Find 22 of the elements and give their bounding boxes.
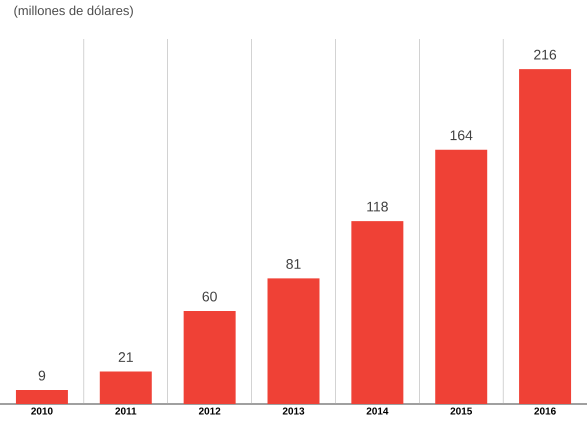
bar [100, 371, 152, 404]
x-tick-label: 2011 [115, 408, 136, 415]
bar [435, 150, 488, 404]
x-tick-label: 2010 [31, 408, 53, 415]
x-tick-label: 2015 [450, 408, 472, 415]
data-label: 164 [450, 130, 472, 140]
bar [519, 69, 572, 404]
data-label: 118 [367, 202, 388, 212]
x-tick-label: 2016 [534, 408, 556, 415]
data-label: 216 [534, 50, 556, 60]
bar [184, 310, 236, 404]
data-label: 81 [286, 259, 301, 269]
x-tick-label: 2013 [282, 408, 304, 415]
chart-subtitle: (millones de dólares) [14, 6, 133, 18]
x-tick-label: 2014 [366, 408, 388, 415]
data-label: 9 [38, 370, 46, 381]
data-label: 60 [202, 292, 217, 302]
data-label: 21 [118, 352, 133, 362]
x-tick-label: 2012 [198, 408, 220, 415]
bar [16, 390, 68, 404]
bar [351, 221, 404, 404]
bar [268, 278, 320, 404]
